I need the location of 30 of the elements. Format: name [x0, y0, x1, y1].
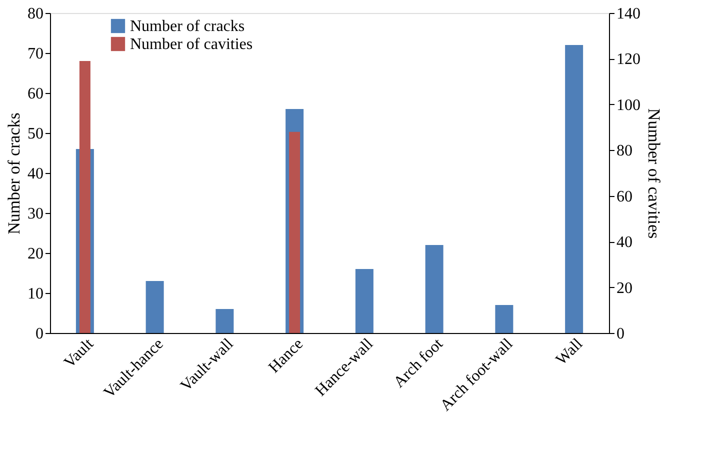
- x-tick-label: Arch foot: [390, 335, 447, 392]
- y2-tick-label: 40: [616, 234, 632, 252]
- y2-tick-label: 120: [616, 51, 640, 68]
- y2-tick-label: 100: [616, 96, 640, 114]
- y-tick-label: 20: [28, 246, 44, 262]
- y2-tick-label: 20: [616, 280, 632, 297]
- y2-tick-label: 60: [616, 188, 632, 206]
- bar: [565, 45, 584, 333]
- y-tick-label: 60: [28, 86, 44, 102]
- bar: [216, 309, 234, 333]
- y-tick-label: 80: [28, 6, 44, 22]
- y2-tick-label: 0: [616, 326, 624, 342]
- x-tick-label: Wall: [552, 335, 586, 369]
- bar: [495, 305, 514, 333]
- bar: [425, 245, 444, 333]
- y-tick-label: 70: [28, 46, 44, 62]
- y2-axis-title: Number of cavities: [644, 108, 664, 239]
- y-axis-title: Number of cracks: [4, 112, 24, 234]
- bar: [355, 269, 374, 333]
- y-tick-label: 40: [28, 166, 44, 182]
- y-tick-label: 0: [36, 326, 44, 342]
- bar: [146, 281, 164, 333]
- y2-tick-label: 140: [616, 6, 640, 22]
- y-tick-label: 10: [28, 286, 44, 302]
- y2-tick-label: 80: [616, 142, 632, 160]
- y-tick-label: 50: [28, 126, 44, 142]
- legend-label: Number of cavities: [130, 36, 253, 53]
- legend-label: Number of cracks: [130, 18, 245, 35]
- y-tick-label: 30: [28, 206, 44, 222]
- x-tick-label: Vault: [61, 335, 98, 372]
